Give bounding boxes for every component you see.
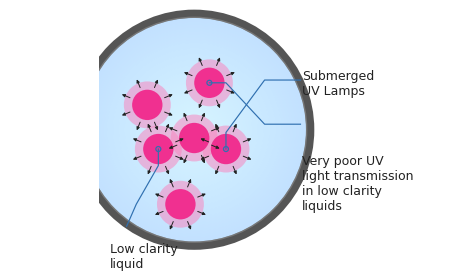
Circle shape <box>113 49 275 211</box>
Circle shape <box>162 98 226 161</box>
Circle shape <box>182 118 206 141</box>
Circle shape <box>168 104 220 156</box>
Circle shape <box>116 51 273 208</box>
Circle shape <box>211 134 241 164</box>
Circle shape <box>124 81 171 128</box>
Circle shape <box>135 126 182 172</box>
Text: Low clarity
liquid: Low clarity liquid <box>110 243 178 271</box>
Circle shape <box>99 34 290 225</box>
Circle shape <box>128 63 261 197</box>
Circle shape <box>202 126 249 172</box>
Circle shape <box>142 78 246 182</box>
Circle shape <box>180 115 209 144</box>
Circle shape <box>165 101 223 159</box>
Circle shape <box>130 66 258 193</box>
Circle shape <box>136 72 252 188</box>
Circle shape <box>78 14 310 246</box>
Circle shape <box>185 121 203 138</box>
Circle shape <box>191 127 197 132</box>
Circle shape <box>104 40 284 220</box>
Circle shape <box>84 20 304 240</box>
Circle shape <box>132 90 163 120</box>
Circle shape <box>96 31 293 228</box>
Circle shape <box>171 115 218 161</box>
Circle shape <box>194 68 225 98</box>
Circle shape <box>143 134 173 164</box>
Circle shape <box>145 80 244 179</box>
Circle shape <box>107 43 281 217</box>
Circle shape <box>151 86 237 173</box>
Circle shape <box>133 69 255 190</box>
Circle shape <box>125 60 264 199</box>
Circle shape <box>148 83 241 176</box>
Circle shape <box>159 95 229 164</box>
Circle shape <box>119 54 270 205</box>
Circle shape <box>171 107 218 153</box>
Circle shape <box>110 46 278 214</box>
Circle shape <box>93 28 296 231</box>
Circle shape <box>101 37 287 222</box>
Circle shape <box>165 189 196 219</box>
Text: Very poor UV
light transmission
in low clarity
liquids: Very poor UV light transmission in low c… <box>302 155 413 213</box>
Circle shape <box>156 92 232 167</box>
Circle shape <box>179 123 210 153</box>
Circle shape <box>154 89 235 170</box>
Circle shape <box>81 17 307 243</box>
Circle shape <box>90 25 299 234</box>
Circle shape <box>177 112 211 147</box>
Circle shape <box>157 181 204 228</box>
Circle shape <box>174 109 215 150</box>
Circle shape <box>122 57 267 202</box>
Circle shape <box>189 124 200 136</box>
Circle shape <box>87 23 301 237</box>
Text: Submerged
UV Lamps: Submerged UV Lamps <box>302 70 374 98</box>
Circle shape <box>139 75 249 185</box>
Circle shape <box>186 59 233 106</box>
